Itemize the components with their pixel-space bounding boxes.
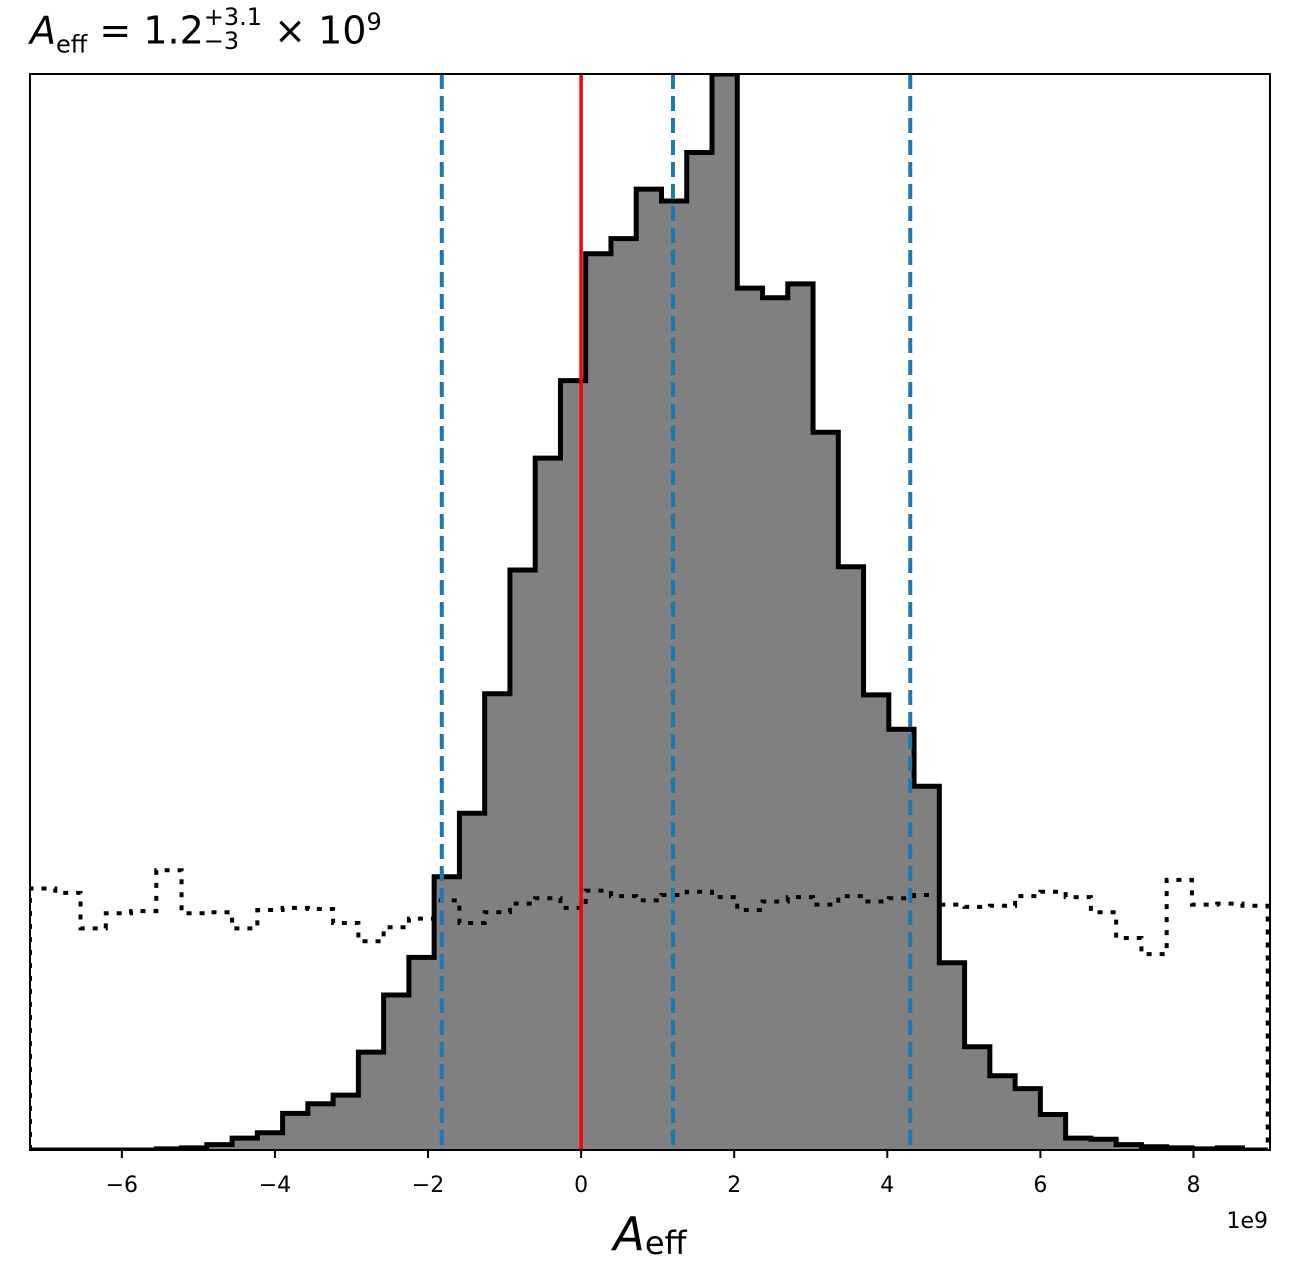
posterior-bar (787, 283, 814, 1150)
posterior-bar (282, 1113, 309, 1150)
x-tick-label: 0 (574, 1173, 588, 1198)
x-tick-label: 2 (727, 1173, 741, 1198)
x-axis-label-subscript: eff (645, 1224, 688, 1262)
x-axis-ticks: −6 −4 −2 0 2 4 6 8 (106, 1150, 1200, 1198)
posterior-bar (863, 694, 890, 1150)
x-tick-label: −4 (259, 1173, 291, 1198)
posterior-bar (1090, 1139, 1117, 1150)
title-equals: = (99, 8, 132, 53)
title-symbol: A (30, 8, 56, 53)
title-upper-error: +3.1 (203, 3, 263, 32)
posterior-bar (914, 786, 940, 1150)
posterior-outline (30, 74, 1268, 1150)
chart-title: Aeff = 1.2 +3.1 −3 × 109 (30, 5, 382, 59)
posterior-bar (232, 1138, 258, 1150)
posterior-bar (1015, 1088, 1041, 1150)
plot-area (30, 74, 1270, 1150)
posterior-bar (333, 1095, 359, 1150)
posterior-bar (358, 1052, 385, 1150)
x-tick-label: −6 (106, 1173, 138, 1198)
posterior-bar (712, 74, 738, 1150)
posterior-bar (257, 1132, 284, 1150)
x-axis-label-symbol: A (610, 1207, 644, 1261)
posterior-bar (737, 288, 764, 1150)
posterior-bar (686, 152, 713, 1150)
posterior-bar (610, 238, 637, 1150)
posterior-bar (484, 693, 511, 1150)
title-factor: × 10 (274, 8, 367, 53)
posterior-bar (509, 570, 536, 1150)
posterior-bar (1116, 1144, 1142, 1150)
posterior-bar (838, 566, 865, 1150)
posterior-bar (434, 876, 460, 1150)
posterior-bar (813, 432, 839, 1150)
posterior-bar (762, 297, 789, 1150)
posterior-bar (408, 957, 435, 1150)
x-tick-label: 4 (880, 1173, 894, 1198)
title-median: 1.2 (143, 8, 204, 53)
posterior-bar (585, 253, 612, 1150)
posterior-bar (964, 1046, 991, 1150)
posterior-bar (1065, 1138, 1092, 1150)
posterior-bar (1040, 1114, 1067, 1150)
x-tick-label: −2 (412, 1173, 444, 1198)
axes-frame (29, 73, 1271, 1151)
posterior-bar (307, 1103, 334, 1150)
posterior-bar (383, 995, 410, 1150)
posterior-bar (939, 962, 966, 1150)
title-exponent: 9 (366, 8, 382, 36)
posterior-bar (989, 1075, 1016, 1150)
x-axis-label: Aeff (610, 1207, 687, 1262)
prior-outline (30, 868, 1270, 1150)
x-tick-label: 6 (1033, 1173, 1047, 1198)
posterior-bar (206, 1144, 233, 1150)
x-offset-label: 1e9 (1226, 1209, 1268, 1234)
title-errors: +3.1 −3 (204, 5, 262, 53)
posterior-bar (636, 189, 662, 1150)
title-lower-error: −3 (203, 27, 240, 56)
posterior-bar (535, 458, 561, 1150)
x-tick-label: 8 (1186, 1173, 1200, 1198)
posterior-bar (459, 813, 486, 1150)
title-subscript: eff (56, 30, 88, 59)
